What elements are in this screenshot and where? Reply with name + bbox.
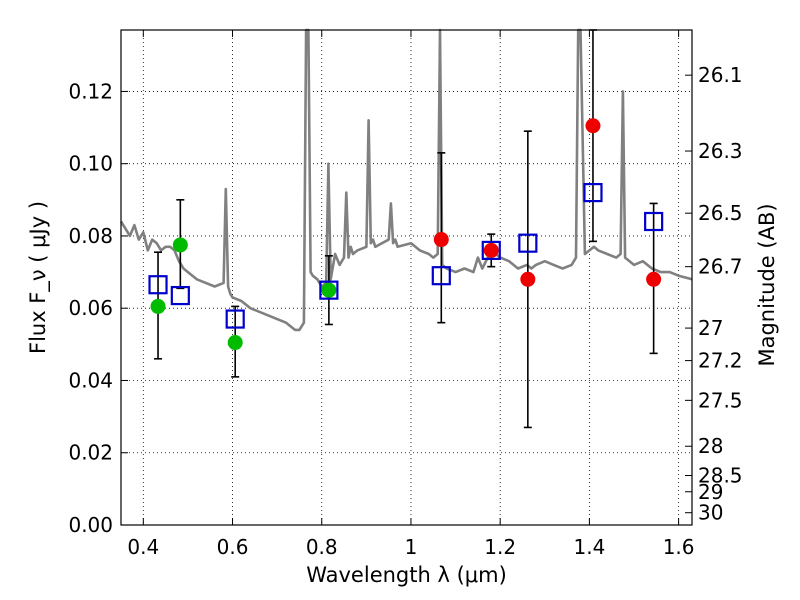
mag-tick-label: 28.5 [698, 464, 743, 488]
mag-tick-label: 26.7 [698, 255, 743, 279]
axis-ticks [121, 30, 692, 526]
mag-tick-label: 30 [698, 501, 723, 525]
mag-tick-label: 27 [698, 316, 723, 340]
data-point-circle [585, 118, 601, 134]
data-point-square [644, 211, 664, 232]
data-point-circle [433, 232, 449, 248]
y-tick-label: 0.12 [68, 79, 113, 103]
y2-axis-label: Magnitude (AB) [755, 203, 779, 366]
y-tick-label: 0.08 [68, 224, 113, 248]
mag-tick-label: 27.2 [698, 349, 743, 373]
data-point-square [481, 240, 501, 261]
x-axis-label: Wavelength λ (μm) [306, 563, 507, 587]
data-point-circle [227, 335, 243, 351]
data-point-square [583, 182, 603, 203]
data-point-circle [646, 271, 662, 287]
spectrum-line [119, 28, 693, 332]
y-tick-label: 0.00 [68, 513, 113, 537]
mag-tick-label: 28 [698, 434, 723, 458]
data-point-circle [483, 242, 499, 258]
data-point-square [518, 233, 538, 253]
data-point-circle [321, 282, 337, 298]
y-tick-label: 0.04 [68, 368, 113, 392]
x-tick-label: 1.6 [663, 535, 695, 559]
data-point-square [431, 266, 451, 286]
x-tick-label: 1 [405, 535, 418, 559]
grid-lines [121, 30, 692, 526]
y-axis-label: Flux F_ν ( μJy ) [26, 201, 51, 354]
data-point-circle [172, 237, 188, 253]
plot-frame [120, 29, 693, 526]
x-tick-label: 0.4 [127, 535, 159, 559]
data-point-square [170, 285, 190, 306]
model-spectrum [119, 28, 693, 332]
data-point-square [319, 280, 339, 300]
data-point-square [225, 309, 245, 329]
y-tick-label: 0.02 [68, 441, 113, 465]
error-bars [154, 29, 658, 429]
data-markers [148, 118, 664, 351]
data-point-square [148, 275, 168, 295]
y-tick-label: 0.06 [68, 296, 113, 320]
x-tick-label: 1.4 [573, 535, 605, 559]
tick-labels: 0.4 0.6 0.8 1 1.2 1.4 1.6 0.00 0.02 0.04 0.06 0.08 0… [68, 63, 742, 559]
mag-tick-label: 26.1 [698, 63, 743, 87]
x-tick-label: 1.2 [484, 535, 516, 559]
mag-tick-label: 29 [698, 480, 723, 504]
data-point-circle [520, 271, 536, 287]
mag-tick-label: 26.3 [698, 139, 743, 163]
x-tick-label: 0.6 [217, 535, 249, 559]
data-point-circle [150, 298, 166, 314]
mag-tick-label: 26.5 [698, 201, 743, 225]
x-tick-label: 0.8 [306, 535, 338, 559]
y-tick-label: 0.10 [68, 152, 113, 176]
mag-tick-label: 27.5 [698, 388, 743, 412]
